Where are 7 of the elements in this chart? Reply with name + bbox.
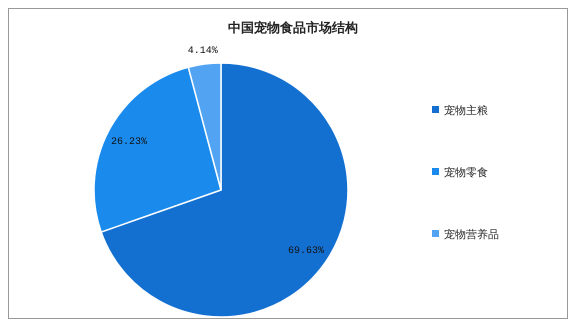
legend-label: 宠物营养品: [444, 228, 499, 241]
data-label: 69.63%: [288, 246, 324, 257]
legend-label: 宠物主粮: [444, 104, 488, 117]
chart-title: 中国宠物食品市场结构: [228, 20, 358, 36]
data-label: 4.14%: [188, 46, 218, 57]
data-label: 26.23%: [110, 136, 147, 148]
legend-label: 宠物零食: [444, 166, 488, 179]
